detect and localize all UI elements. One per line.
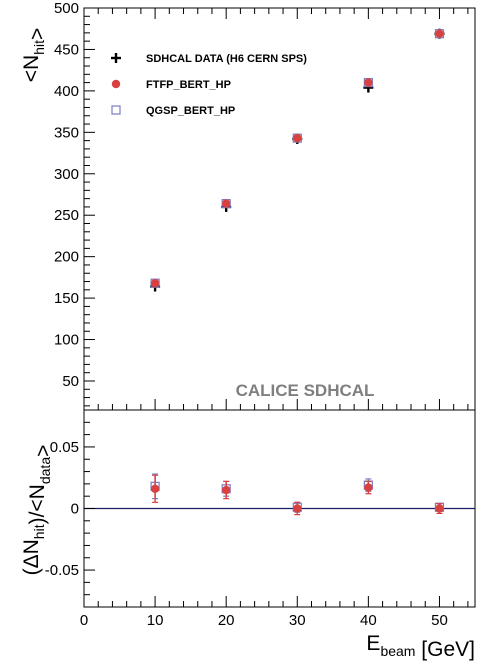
data-point-circle — [221, 199, 231, 208]
bottom-y-axis-title-subscript: data — [37, 457, 53, 484]
data-point-circle — [111, 79, 121, 89]
legend-label: FTFP_BERT_HP — [146, 79, 231, 91]
top-y-tick-label: 500 — [54, 0, 79, 17]
bottom-y-axis-title-part: (ΔN — [20, 539, 43, 575]
data-point-circle — [293, 504, 302, 513]
x-axis-title: Ebeam [GeV] — [366, 632, 475, 661]
x-tick-label: 30 — [289, 612, 306, 629]
bottom-y-tick-label: 0.05 — [50, 439, 79, 456]
legend-label: SDHCAL DATA (H6 CERN SPS) — [146, 53, 307, 65]
data-point-circle — [364, 483, 373, 492]
data-point-circle — [435, 504, 444, 513]
bottom-y-tick-label: 0 — [71, 501, 79, 518]
bottom-y-axis-title-subscript: hit — [31, 524, 47, 539]
x-tick-label: 50 — [431, 612, 448, 629]
top-y-tick-label: 200 — [54, 249, 79, 266]
bottom-y-tick-label: -0.05 — [45, 562, 79, 579]
x-axis-title-subscript: beam — [380, 643, 415, 659]
data-point-circle — [150, 278, 160, 288]
data-point-circle — [150, 484, 160, 493]
bottom-y-axis-label: (ΔNhit)/<Ndata> — [20, 445, 55, 576]
bottom-y-axis-title-part: )/<N — [26, 484, 49, 524]
top-y-axis-title-part: > — [26, 28, 49, 40]
top-y-tick-label: 350 — [54, 124, 79, 141]
x-tick-label: 20 — [218, 612, 235, 629]
top-x-ticks — [83, 8, 469, 410]
top-y-ticks: 50 100 150 200 250 300 350 400 450 500 — [54, 0, 95, 407]
top-y-axis-title-part: <N — [20, 55, 43, 82]
bottom-data-points — [150, 473, 445, 516]
data-point-circle — [435, 29, 444, 38]
data-point-circle — [221, 485, 231, 495]
data-point-circle — [364, 78, 373, 87]
bottom-y-ticks: -0.05 0 0.05 — [45, 421, 95, 596]
bottom-x-ticks: 0 10 20 30 40 50 — [80, 596, 469, 629]
x-tick-label: 0 — [80, 612, 88, 629]
data-point-square — [111, 105, 121, 115]
top-y-axis-title-subscript: hit — [31, 40, 47, 55]
data-point-circle — [293, 133, 302, 143]
top-y-tick-label: 400 — [54, 83, 79, 100]
legend: SDHCAL DATA (H6 CERN SPS) FTFP_BERT_HP QGS… — [111, 53, 307, 117]
top-y-tick-label: 150 — [54, 290, 79, 307]
x-tick-label: 10 — [147, 612, 164, 629]
x-tick-label: 40 — [360, 612, 377, 629]
top-plot-frame — [83, 7, 476, 411]
bottom-y-axis-title: (ΔNhit)/<Ndata> — [20, 445, 55, 576]
top-y-axis-label: <Nhit> — [20, 28, 49, 83]
top-panel: 50 100 150 200 250 300 350 400 450 500 SDHCAL DAT… — [20, 0, 476, 411]
x-axis-title-part: E — [366, 632, 380, 655]
bottom-y-axis-title-part: > — [32, 445, 55, 457]
top-data-points — [150, 28, 445, 292]
top-y-tick-label: 300 — [54, 166, 79, 183]
top-y-tick-label: 50 — [62, 373, 79, 390]
top-y-tick-label: 450 — [54, 41, 79, 58]
calice-sdhcal-label: CALICE SDHCAL — [236, 381, 375, 400]
top-y-tick-label: 100 — [54, 332, 79, 349]
top-y-tick-label: 250 — [54, 207, 79, 224]
top-y-axis-title: <Nhit> — [20, 28, 49, 83]
legend-label: QGSP_BERT_HP — [146, 105, 235, 117]
x-axis-label: Ebeam [GeV] — [366, 632, 475, 661]
x-axis-title-part: [GeV] — [415, 638, 475, 661]
